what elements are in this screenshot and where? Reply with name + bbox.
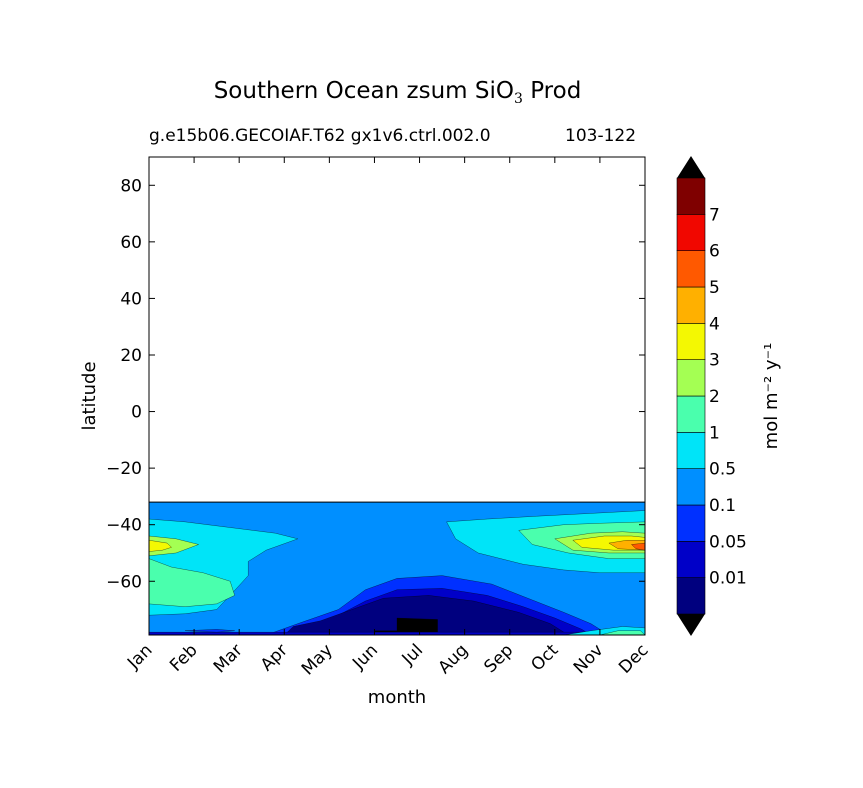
contour-band-2-3-west: [149, 535, 200, 557]
colorbar-tick-label: 1: [709, 423, 720, 443]
x-tick-label: Nov: [570, 640, 608, 678]
colorbar-segment: [676, 577, 706, 615]
colorbar-segment: [676, 214, 706, 251]
colorbar-tick-label: 0.01: [709, 569, 747, 589]
colorbar-segment: [676, 432, 706, 469]
y-tick-label: 0: [131, 403, 142, 423]
colorbar-tick-label: 2: [709, 387, 720, 407]
y-tick-label: −20: [106, 459, 142, 479]
colorbar-segment: [676, 323, 706, 360]
contour-band-5-6-east: [630, 542, 645, 551]
colorbar-segment: [676, 286, 706, 324]
colorbar-extend-min: [677, 614, 705, 636]
colorbar-segment: [676, 468, 706, 506]
colorbar-segment: [676, 541, 706, 578]
y-axis-label: latitude: [79, 361, 100, 430]
colorbar-segment: [676, 359, 706, 397]
colorbar-tick-label: 4: [709, 314, 720, 334]
y-tick-label: 60: [120, 233, 142, 253]
y-tick-label: −40: [106, 516, 142, 536]
plot-frame: [148, 156, 646, 636]
contour-band-south-edge-lowest: [149, 631, 645, 635]
y-tick-label: 20: [120, 346, 142, 366]
colorbar-segment: [676, 250, 706, 288]
x-tick-label: Oct: [527, 640, 562, 675]
x-tick-label: Jun: [348, 640, 382, 674]
y-tick-label: −60: [106, 572, 142, 592]
colorbar: 0.01 0.05 0.1 0.5 1 2 3 4 5 6 7: [676, 156, 747, 636]
y-tick-label: 40: [120, 289, 142, 309]
colorbar-label: mol m⁻² y⁻¹: [761, 343, 782, 450]
colorbar-segment: [676, 395, 706, 433]
chart-subtitle-years: 103-122: [565, 126, 637, 146]
colorbar-tick-label: 3: [709, 351, 720, 371]
x-tick-label: Jul: [398, 640, 427, 669]
colorbar-extend-max: [677, 156, 705, 178]
colorbar-tick-label: 0.1: [709, 496, 736, 516]
contour-fills: [149, 501, 645, 635]
x-tick-label: Dec: [615, 640, 652, 677]
x-axis-label: month: [368, 687, 426, 708]
contour-band-below-0.01: [283, 595, 569, 635]
colorbar-tick-label: 5: [709, 278, 720, 298]
contour-band-1-2-west: [149, 558, 235, 607]
x-tick-label: Aug: [435, 640, 473, 678]
x-tick-label: Sep: [480, 640, 517, 677]
chart-title: Southern Ocean zsum SiO3 Prod: [213, 78, 582, 107]
x-tick-label: Mar: [210, 640, 247, 677]
y-tick-label: 80: [120, 176, 142, 196]
contour-band-0.05-0.1-south-west: [185, 629, 235, 633]
colorbar-segment: [676, 177, 706, 215]
colorbar-tick-label: 6: [709, 242, 720, 262]
x-tick-label: Jan: [123, 640, 156, 673]
x-tick-label: Apr: [257, 640, 292, 675]
colorbar-tick-label: 7: [709, 205, 720, 225]
x-tick-label: Feb: [166, 640, 201, 675]
colorbar-tick-label: 0.5: [709, 460, 736, 480]
x-tick-label: May: [298, 640, 337, 679]
colorbar-tick-label: 0.05: [709, 532, 747, 552]
contour-band-3-4-west: [149, 539, 173, 552]
chart-subtitle-case: g.e15b06.GECOIAF.T62 gx1v6.ctrl.002.0: [149, 126, 491, 146]
y-axis: 80 60 40 20 0 −20 −40 −60: [106, 176, 645, 592]
contour-band-1-2-south-east: [599, 630, 645, 635]
colorbar-segment: [676, 504, 706, 542]
